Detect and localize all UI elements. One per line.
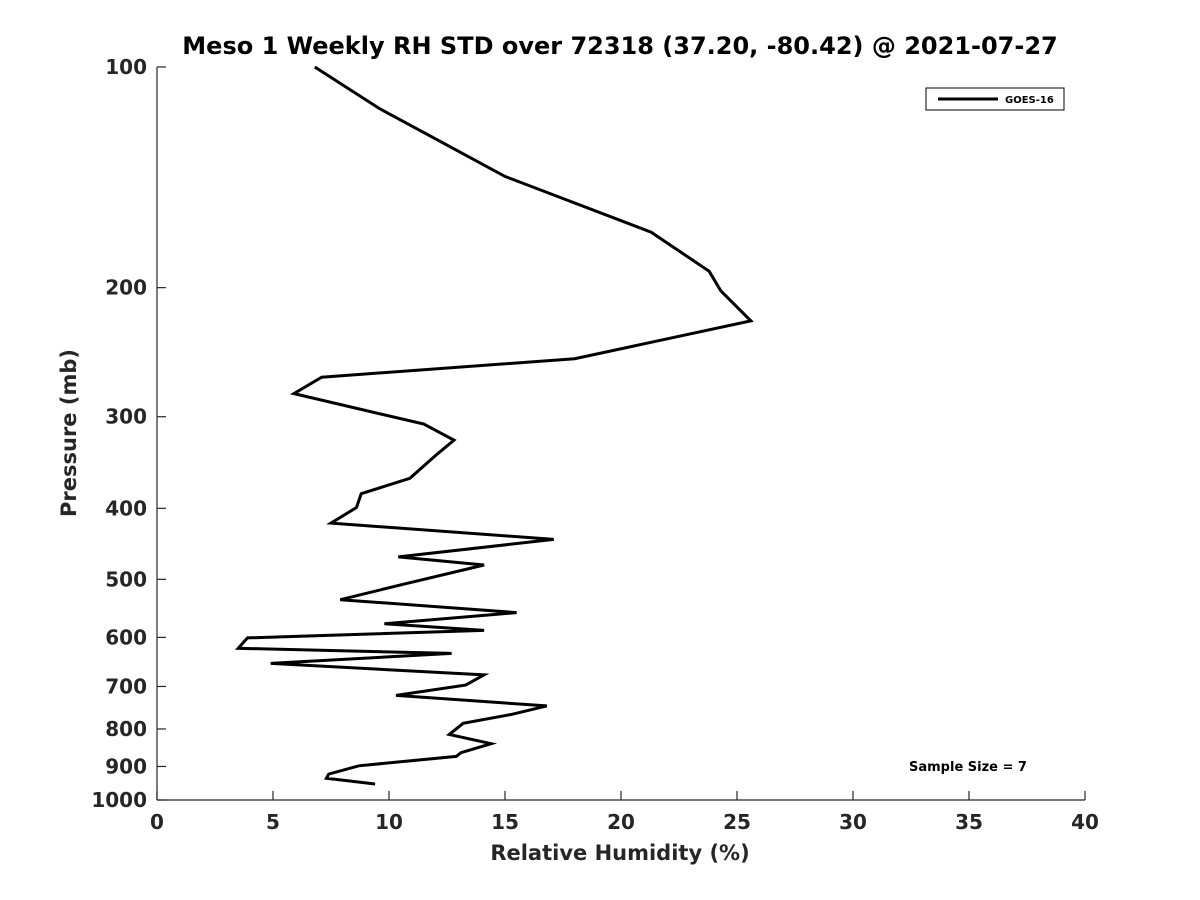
x-tick-label: 5 bbox=[266, 810, 280, 834]
x-tick-label: 15 bbox=[491, 810, 519, 834]
y-tick-label: 100 bbox=[105, 55, 147, 79]
chart-title: Meso 1 Weekly RH STD over 72318 (37.20, … bbox=[182, 32, 1057, 60]
legend-label-goes-16: GOES-16 bbox=[1005, 95, 1054, 106]
y-tick-label: 200 bbox=[105, 276, 147, 300]
series-layer bbox=[234, 65, 754, 786]
y-tick-label: 1000 bbox=[91, 788, 147, 812]
sample-size-annotation: Sample Size = 7 bbox=[909, 760, 1027, 775]
y-tick-label: 300 bbox=[105, 405, 147, 429]
x-tick-label: 0 bbox=[150, 810, 164, 834]
axes: 0 5 10 15 20 25 30 35 40 100 200 300 400 500 600 700 800… bbox=[91, 55, 1099, 834]
x-axis-label: Relative Humidity (%) bbox=[490, 841, 749, 865]
x-tick-label: 40 bbox=[1071, 810, 1099, 834]
x-tick-label: 25 bbox=[723, 810, 751, 834]
y-axis-label: Pressure (mb) bbox=[57, 349, 81, 517]
y-tick-label: 900 bbox=[105, 754, 147, 778]
legend: GOES-16 bbox=[925, 87, 1065, 111]
y-tick-label: 600 bbox=[105, 625, 147, 649]
y-tick-label: 700 bbox=[105, 674, 147, 698]
x-tick-label: 10 bbox=[375, 810, 403, 834]
series-line-goes-16 bbox=[234, 65, 754, 786]
y-tick-label: 800 bbox=[105, 717, 147, 741]
x-tick-label: 30 bbox=[839, 810, 867, 834]
y-tick-label: 500 bbox=[105, 567, 147, 591]
x-tick-label: 20 bbox=[607, 810, 635, 834]
x-tick-label: 35 bbox=[955, 810, 983, 834]
y-tick-label: 400 bbox=[105, 496, 147, 520]
